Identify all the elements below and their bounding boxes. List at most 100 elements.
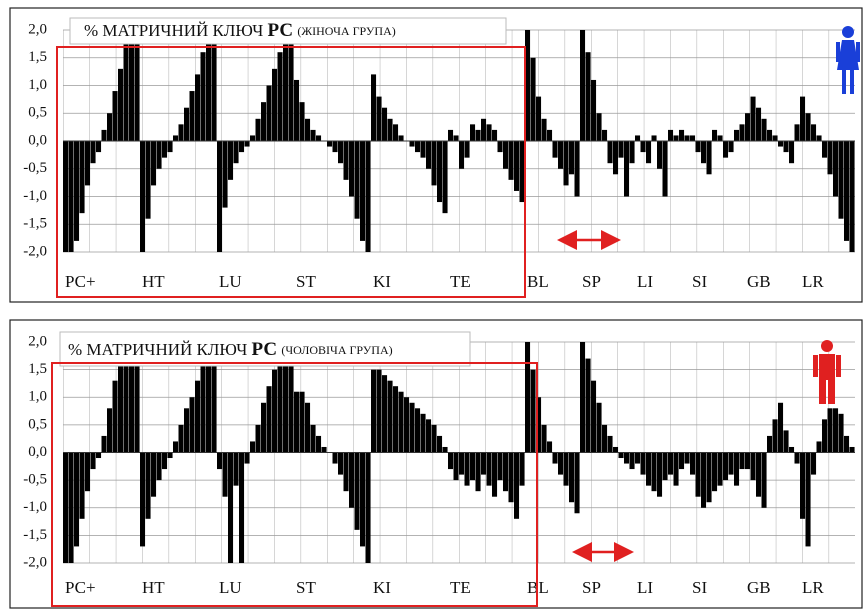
y-tick-label: -2,0 <box>23 243 47 259</box>
bar <box>343 452 349 492</box>
bar <box>332 452 338 464</box>
bar <box>79 141 85 214</box>
bar <box>756 107 762 141</box>
bar <box>552 141 558 158</box>
bar <box>745 452 751 470</box>
highlight-box <box>51 362 538 607</box>
bar <box>118 68 124 141</box>
bar <box>316 135 322 141</box>
bar <box>701 141 707 164</box>
bar <box>382 107 388 141</box>
bar <box>470 452 476 481</box>
bar <box>739 452 745 470</box>
bar <box>712 452 718 492</box>
bar <box>134 30 140 141</box>
bar <box>294 391 300 453</box>
bar <box>530 369 536 453</box>
bar <box>514 452 520 519</box>
bar <box>437 435 443 453</box>
bar <box>756 452 762 497</box>
bar <box>525 342 531 453</box>
bar <box>261 402 267 453</box>
bar <box>657 452 663 497</box>
bar <box>327 141 333 147</box>
bar <box>519 141 525 203</box>
bar <box>211 30 217 141</box>
x-tick-label: РС+ <box>65 272 96 291</box>
bar <box>371 369 377 453</box>
x-tick-label: LR <box>802 272 824 291</box>
bar <box>558 141 564 169</box>
bar <box>283 30 289 141</box>
bar <box>145 141 151 219</box>
bar <box>569 452 575 503</box>
bar <box>585 52 591 142</box>
bar <box>701 452 707 508</box>
bar <box>338 452 344 475</box>
x-tick-label: LI <box>637 272 653 291</box>
bar <box>217 141 223 252</box>
bar <box>574 141 580 197</box>
bar <box>90 141 96 164</box>
bar <box>426 419 432 453</box>
bar <box>651 452 657 492</box>
title-box <box>69 17 507 45</box>
bar <box>728 141 734 153</box>
x-tick-label: SP <box>582 272 601 291</box>
bar <box>85 452 91 492</box>
bar <box>690 135 696 141</box>
bar <box>211 342 217 453</box>
bar <box>129 30 135 141</box>
bar <box>376 96 382 141</box>
y-tick-label: -1,0 <box>23 499 47 515</box>
bar <box>673 135 679 141</box>
bar <box>739 124 745 141</box>
bar <box>602 424 608 453</box>
x-tick-label: TE <box>450 272 471 291</box>
bar <box>442 446 448 453</box>
bar <box>794 124 800 141</box>
bar <box>173 135 179 141</box>
bar <box>827 141 833 175</box>
bar <box>365 141 371 252</box>
bar <box>409 402 415 453</box>
bar <box>668 452 674 475</box>
bar <box>563 141 569 186</box>
bar <box>651 135 657 141</box>
bar <box>624 141 630 197</box>
bar <box>459 141 465 169</box>
bar <box>63 452 69 563</box>
bar <box>145 452 151 519</box>
y-tick-label: 2,0 <box>28 21 47 37</box>
y-tick-label: -1,5 <box>23 216 47 232</box>
bar <box>63 141 69 252</box>
bar <box>156 141 162 169</box>
bar <box>266 85 272 141</box>
bar <box>690 452 696 475</box>
bar <box>360 452 366 547</box>
bar <box>310 424 316 453</box>
y-tick-label: -0,5 <box>23 160 47 176</box>
bar <box>250 135 256 141</box>
x-tick-label: НТ <box>142 272 165 291</box>
bar <box>844 141 850 241</box>
bar <box>140 452 146 547</box>
bar <box>778 141 784 147</box>
bar <box>332 141 338 153</box>
bar <box>497 452 503 481</box>
bar <box>492 129 498 141</box>
y-tick-label: 1,5 <box>28 361 47 377</box>
y-tick-label: -0,5 <box>23 472 47 488</box>
bar <box>277 353 283 453</box>
x-tick-label: SI <box>692 578 707 597</box>
bar <box>409 141 415 147</box>
bar <box>706 141 712 175</box>
bar <box>673 452 679 486</box>
bar <box>426 141 432 169</box>
x-tick-label: SI <box>692 272 707 291</box>
bar <box>266 386 272 453</box>
bar <box>299 102 305 141</box>
y-tick-label: -1,0 <box>23 188 47 204</box>
bar <box>662 452 668 481</box>
bar <box>277 52 283 142</box>
